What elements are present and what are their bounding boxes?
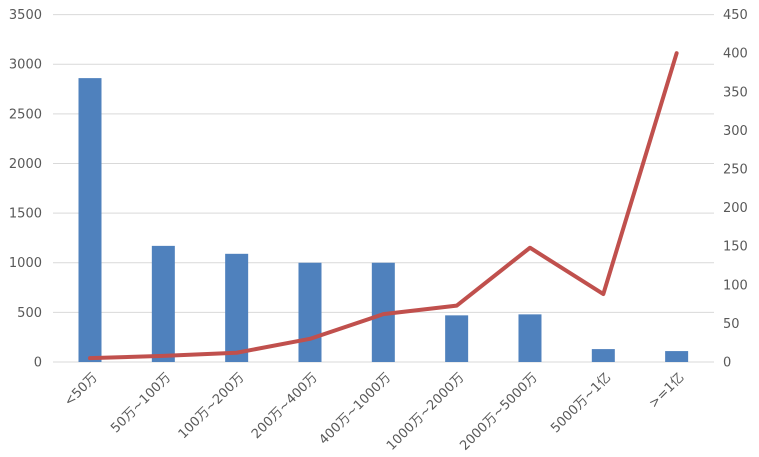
y-axis-left-tick-label: 2000: [9, 157, 42, 172]
y-axis-right-tick-label: 400: [723, 47, 748, 62]
x-axis-category-label: 400万~1000万: [317, 370, 395, 448]
y-axis-left-tick-label: 0: [34, 356, 42, 371]
bar: [78, 78, 102, 362]
y-axis-left-tick-label: 3500: [9, 8, 42, 23]
y-axis-right-tick-label: 0: [723, 356, 731, 371]
y-axis-right-tick-label: 100: [723, 278, 748, 293]
x-axis-category-label: 200万~400万: [249, 370, 321, 442]
y-axis-left-tick-label: 1500: [9, 207, 42, 222]
bar: [591, 349, 615, 362]
y-axis-right-tick-label: 50: [723, 317, 740, 332]
y-axis-right-tick-label: 150: [723, 240, 748, 255]
data-line: [88, 51, 679, 361]
bar: [298, 262, 322, 362]
y-axis-right-tick-label: 250: [723, 163, 748, 178]
x-axis-category-label: >=1亿: [646, 370, 687, 411]
x-axis-category-label: 50万~100万: [108, 370, 174, 436]
x-axis-category-label: 2000万~5000万: [457, 370, 540, 453]
y-axis-right-tick-label: 350: [723, 85, 748, 100]
y-axis-right-tick-label: 450: [723, 8, 748, 23]
x-axis-category-label: <50万: [62, 370, 101, 409]
y-axis-left-tick-label: 500: [17, 306, 42, 321]
y-axis-left-tick-label: 2500: [9, 107, 42, 122]
bar: [518, 314, 542, 362]
bar: [225, 253, 249, 362]
y-axis-right-tick-label: 200: [723, 201, 748, 216]
x-axis-category-label: 5000万~1亿: [548, 370, 614, 436]
y-axis-right-tick-label: 300: [723, 124, 748, 139]
bar: [665, 351, 689, 362]
bar: [445, 315, 469, 362]
y-axis-left-tick-label: 3000: [9, 58, 42, 73]
x-axis-category-label: 1000万~2000万: [384, 370, 467, 453]
bar: [151, 245, 175, 362]
y-axis-left-tick-label: 1000: [9, 256, 42, 271]
x-axis-category-label: 100万~200万: [176, 370, 248, 442]
